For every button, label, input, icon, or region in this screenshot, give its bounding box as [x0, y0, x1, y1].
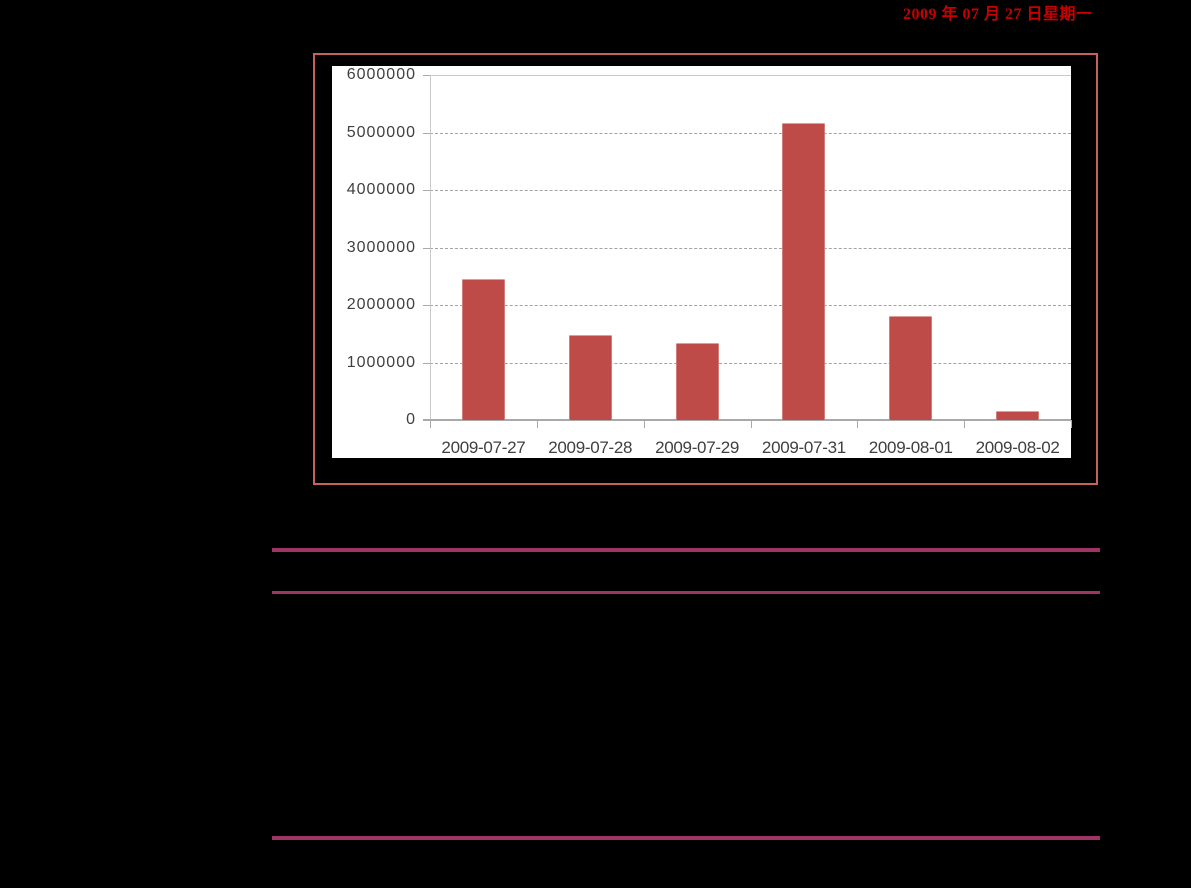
y-axis-label: 4000000 [346, 181, 416, 198]
x-axis-tick [857, 420, 859, 428]
y-axis-tick [423, 190, 430, 191]
y-axis-label: 6000000 [346, 66, 416, 83]
x-axis-tick [1071, 420, 1072, 428]
x-axis-label: 2009-07-31 [761, 438, 846, 457]
x-axis-tick [536, 420, 538, 428]
y-axis-tick [423, 362, 430, 364]
bar [568, 334, 612, 420]
gridline [430, 362, 1071, 364]
bar [675, 342, 719, 420]
x-axis-label: 2009-08-02 [975, 438, 1060, 457]
y-axis-tick [423, 305, 430, 306]
x-axis-label: 2009-07-27 [441, 438, 526, 457]
x-axis-label: 2009-08-01 [868, 438, 953, 457]
y-axis-line [430, 75, 431, 420]
x-axis-tick [964, 420, 966, 428]
y-axis-tick [423, 75, 430, 76]
gridline-top [430, 75, 1071, 76]
y-axis-label: 1000000 [346, 353, 416, 371]
chart-frame [313, 53, 1098, 485]
table-rule-header-bottom [272, 591, 1100, 594]
gridline [430, 247, 1071, 249]
bar-chart: 0 1000000 2000000 3000000 4000000 5000000 6000… [332, 66, 1072, 458]
bar [782, 122, 826, 420]
x-axis-label: 2009-07-28 [548, 438, 633, 457]
document-date: 2009 年 07 月 27 日星期一 [903, 6, 1093, 23]
x-axis-label: 2009-07-29 [655, 438, 740, 457]
y-axis-label: 0 [406, 411, 416, 428]
y-axis-label: 2000000 [346, 296, 416, 313]
y-axis-label: 3000000 [346, 238, 416, 256]
table-rule-bottom [272, 836, 1100, 840]
y-axis-label: 5000000 [346, 123, 416, 141]
y-axis-tick [423, 132, 430, 134]
y-axis-tick [423, 247, 430, 249]
table-rule-top [272, 548, 1100, 552]
x-axis-tick [643, 420, 645, 428]
x-axis-tick [430, 420, 431, 428]
gridline [430, 305, 1071, 306]
x-axis-line [423, 419, 1071, 421]
gridline [430, 132, 1071, 134]
bar [996, 410, 1040, 420]
x-axis-tick [750, 420, 752, 428]
bar [461, 278, 505, 420]
bar [889, 315, 933, 420]
gridline [430, 190, 1071, 191]
